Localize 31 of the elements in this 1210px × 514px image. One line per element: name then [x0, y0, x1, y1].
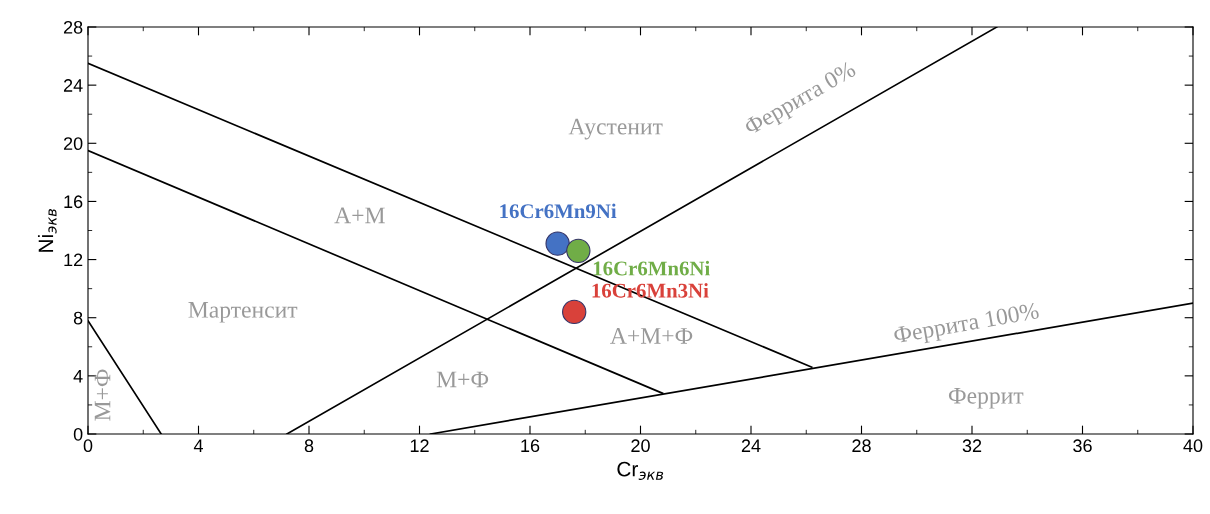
annotation: Феррита 100%: [893, 302, 1041, 349]
x-tick-label: 40: [1183, 439, 1203, 453]
annotation: М+Ф: [436, 371, 489, 388]
x-tick-label: 12: [410, 439, 429, 452]
y-tick-label: 4: [73, 369, 83, 383]
annotation: Аустенит: [568, 118, 663, 140]
x-tick-label: 4: [193, 439, 203, 452]
y-tick-label: 8: [73, 311, 83, 325]
annotation: А+М: [334, 207, 385, 224]
y-tick-label: 28: [63, 20, 83, 34]
y-axis-title: Ni$_{экв}$: [37, 209, 57, 252]
x-tick-label: 20: [631, 439, 650, 453]
annotation: Феррит: [948, 387, 1024, 409]
x-tick-label: 8: [304, 439, 314, 453]
y-tick-label: 24: [63, 79, 83, 92]
y-tick-label: 0: [73, 427, 83, 441]
annotation: М+Ф: [94, 369, 111, 421]
series-label: 16Cr6Mn9Ni: [500, 203, 617, 219]
x-tick-label: 36: [1073, 439, 1092, 453]
x-tick-label: 16: [521, 439, 540, 453]
x-tick-label: 28: [852, 439, 871, 453]
series-label: 16Cr6Mn6Ni: [593, 260, 710, 276]
annotation: А+М+Ф: [610, 328, 693, 344]
y-tick-label: 16: [64, 195, 83, 209]
x-tick-label: 32: [962, 439, 982, 453]
y-tick-label: 20: [63, 137, 83, 151]
x-tick-label: 24: [741, 439, 761, 452]
annotation: Мартенсит: [188, 302, 298, 323]
y-tick-label: 12: [64, 253, 83, 267]
x-axis-title: Cr$_{экв}$: [617, 461, 664, 480]
x-tick-label: 0: [83, 439, 93, 453]
